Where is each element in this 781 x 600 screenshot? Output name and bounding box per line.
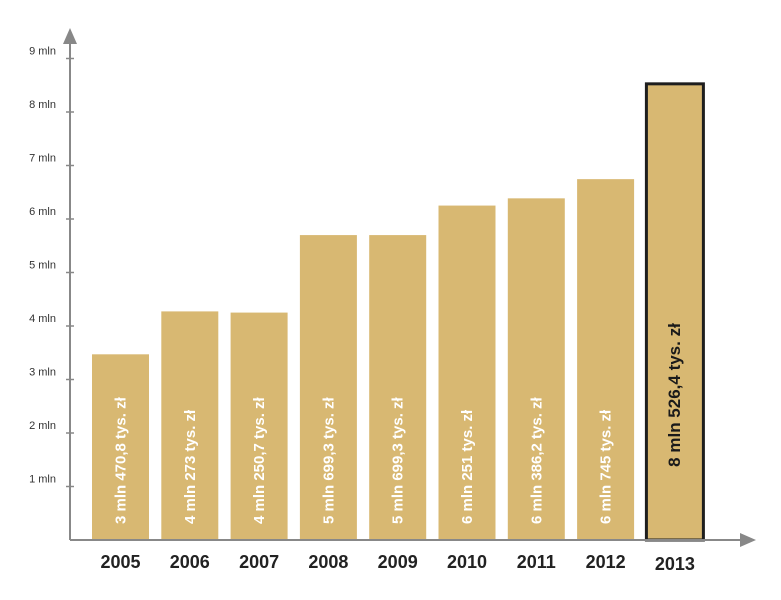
x-category-label: 2006 <box>170 552 210 572</box>
x-category-label: 2010 <box>447 552 487 572</box>
bar-2013 <box>644 82 705 542</box>
bar-2007 <box>230 312 288 540</box>
axes <box>63 28 756 547</box>
x-axis-category-labels: 2005 2006 2007 2008 2009 2010 2011 2012 2013 <box>100 552 694 574</box>
bar-value-label: 4 mln 250,7 tys. zł <box>251 396 268 524</box>
bar-value-label: 6 mln 251 tys. zł <box>459 409 476 524</box>
bar-value-label: 6 mln 745 tys. zł <box>598 409 615 524</box>
y-tick-label: 6 mln <box>29 206 56 218</box>
x-category-label: 2012 <box>586 552 626 572</box>
y-axis-arrow <box>63 28 77 44</box>
y-tick-label: 1 mln <box>29 474 56 486</box>
bar-2006 <box>161 311 219 540</box>
y-tick-label: 2 mln <box>29 420 56 432</box>
y-tick-label: 9 mln <box>29 46 56 58</box>
bars <box>92 82 705 542</box>
x-category-label: 2005 <box>100 552 140 572</box>
bar-value-label: 6 mln 386,2 tys. zł <box>528 396 545 524</box>
y-tick-label: 4 mln <box>29 313 56 325</box>
x-category-label: 2008 <box>308 552 348 572</box>
y-tick-label: 7 mln <box>29 153 56 165</box>
bar-value-label: 3 mln 470,8 tys. zł <box>113 396 130 524</box>
x-category-label: 2007 <box>239 552 279 572</box>
bar-value-label: 5 mln 699,3 tys. zł <box>320 396 337 524</box>
bar-value-label: 5 mln 699,3 tys. zł <box>390 396 407 524</box>
bar-2011 <box>507 198 565 540</box>
bar-2012 <box>577 179 635 540</box>
bar-value-label: 8 mln 526,4 tys. zł <box>665 323 684 467</box>
y-axis-ticks: 1 mln 2 mln 3 mln 4 mln 5 mln 6 mln 7 mln 8 mln… <box>29 46 74 488</box>
bar-value-label: 4 mln 273 tys. zł <box>182 409 199 524</box>
x-category-label: 2011 <box>517 552 556 572</box>
bar-2005 <box>92 354 149 540</box>
y-tick-label: 5 mln <box>29 260 56 272</box>
bar-2009 <box>369 235 427 540</box>
y-tick-label: 8 mln <box>29 99 56 111</box>
bar-value-labels: 3 mln 470,8 tys. zł 4 mln 273 tys. zł 4 ml… <box>113 323 684 524</box>
x-axis-arrow <box>740 533 756 547</box>
x-category-label: 2013 <box>655 554 695 574</box>
bar-2010 <box>438 205 496 540</box>
x-category-label: 2009 <box>378 552 418 572</box>
bar-2008 <box>299 235 357 540</box>
y-tick-label: 3 mln <box>29 367 56 379</box>
